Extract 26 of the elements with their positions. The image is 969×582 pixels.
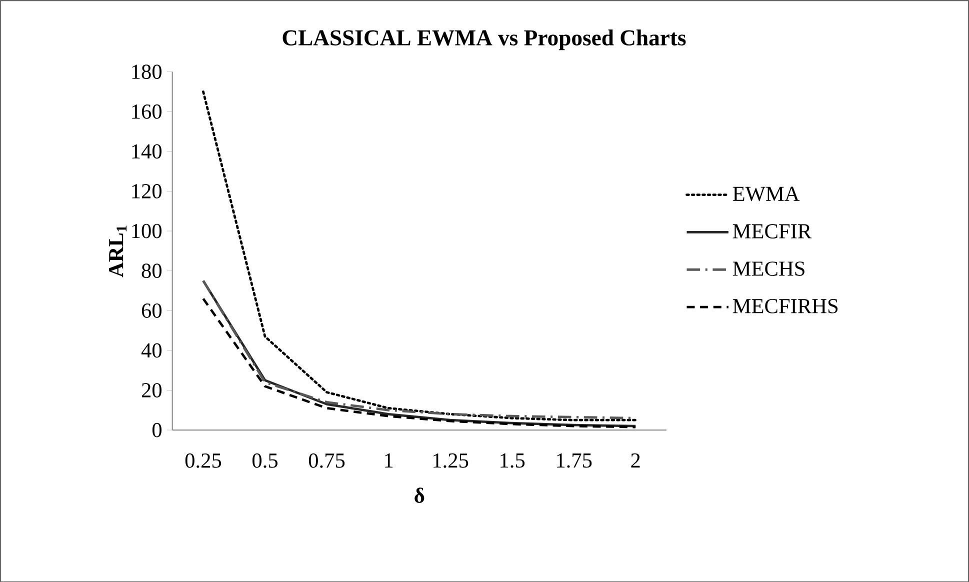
x-tick-label: 1.25	[434, 453, 468, 468]
y-tick-label: 120	[132, 184, 162, 198]
legend-label: MECFIRHS	[732, 298, 838, 314]
x-tick-label: 0.75	[308, 453, 345, 468]
x-tick-label: 0.25	[185, 453, 222, 468]
y-tick-label: 140	[132, 144, 162, 158]
y-tick-label: 20	[142, 382, 162, 398]
y-axis-title: ARL$_{1}$	[109, 226, 127, 278]
y-tick-label: 100	[132, 224, 162, 238]
legend-label: MECFIR	[732, 224, 812, 238]
y-tick-label: 80	[142, 263, 162, 278]
x-tick-label: 0.5	[252, 453, 278, 468]
x-tick-label: 1.75	[557, 453, 592, 468]
y-tick-label: 60	[142, 303, 162, 318]
legend-label: EWMA	[732, 186, 800, 201]
x-axis-title: δ	[414, 487, 424, 503]
chart-title: CLASSICAL EWMA vs Proposed Charts	[282, 29, 686, 50]
x-tick-label: 2	[631, 453, 640, 468]
y-tick-label: 0	[152, 422, 162, 438]
line-series	[202, 90, 637, 422]
y-tick-label: 40	[141, 343, 162, 358]
y-tick-label: 160	[132, 104, 162, 119]
y-tick-label: 180	[132, 64, 162, 79]
legend-label: MECHS	[732, 261, 804, 276]
x-tick-label: 1.5	[500, 453, 525, 468]
x-tick-label: 1	[385, 453, 393, 468]
